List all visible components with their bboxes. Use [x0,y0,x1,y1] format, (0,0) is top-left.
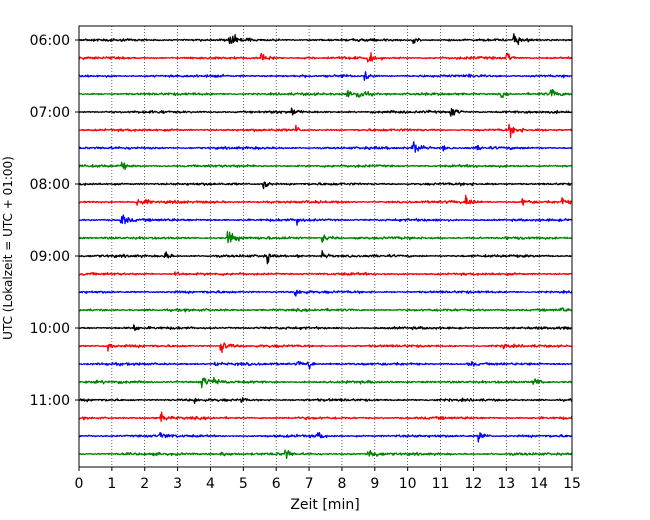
trace-line [78,431,573,443]
x-tick-label: 6 [272,476,281,492]
x-tick-label: 9 [370,476,379,492]
trace-line [78,161,573,171]
x-axis-label: Zeit [min] [290,497,359,513]
trace-line [78,324,573,332]
x-tick-label: 13 [497,476,515,492]
x-tick-label: 2 [140,476,149,492]
trace-line [78,181,573,190]
trace-line [78,52,573,63]
trace-line [78,376,573,389]
trace-line [78,411,573,422]
x-tick-label: 7 [305,476,314,492]
x-tick-label: 10 [399,476,417,492]
trace-line [78,194,573,206]
x-tick-label: 11 [432,476,450,492]
trace-line [78,307,573,313]
trace-line [78,71,573,81]
trace-line [78,33,573,46]
trace-line [78,289,573,297]
x-tick-label: 12 [464,476,482,492]
y-axis: 06:00 07:00 08:00 09:00 10:00 11:00 [30,33,79,409]
x-tick-label: 3 [173,476,182,492]
trace-line [78,123,573,139]
x-tick-label: 5 [239,476,248,492]
trace-group [78,33,573,460]
trace-line [78,230,573,244]
trace-line [78,397,573,405]
trace-line [78,271,573,277]
trace-line [78,449,573,460]
y-axis-label: UTC (Lokalzeit = UTC + 01:00) [1,156,15,340]
y-tick-label: 11:00 [30,393,70,409]
trace-line [78,141,573,153]
trace-line [78,214,573,226]
x-tick-label: 4 [206,476,215,492]
x-tick-label: 1 [107,476,116,492]
trace-line [78,342,573,354]
y-tick-label: 06:00 [30,33,70,49]
trace-line [78,250,573,265]
y-tick-label: 07:00 [30,105,70,121]
x-axis: 0 1 2 3 4 5 6 7 8 9 10 11 12 13 14 15 [75,467,581,492]
plot-frame [78,25,573,468]
trace-line [78,88,573,99]
trace-line [78,360,573,370]
y-tick-label: 09:00 [30,249,70,265]
y-tick-label: 08:00 [30,177,70,193]
x-tick-label: 15 [563,476,581,492]
x-tick-label: 8 [337,476,346,492]
x-tick-label: 14 [530,476,548,492]
trace-line [78,107,573,117]
x-tick-label: 0 [75,476,84,492]
y-tick-label: 10:00 [30,321,70,337]
